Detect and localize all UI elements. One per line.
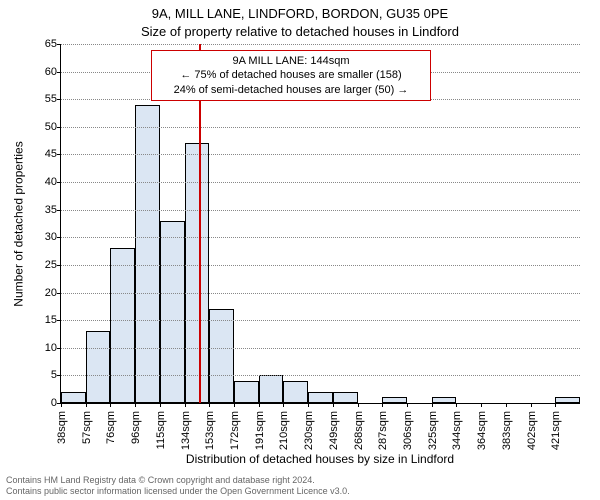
histogram-bar — [61, 392, 86, 403]
y-tick-label: 65 — [31, 38, 57, 50]
chart-title-address: 9A, MILL LANE, LINDFORD, BORDON, GU35 0P… — [0, 6, 600, 21]
x-tick-mark — [456, 403, 457, 407]
x-tick-label: 344sqm — [451, 411, 463, 450]
x-tick-label: 364sqm — [476, 411, 488, 450]
y-axis-label-text: Number of detached properties — [12, 141, 26, 306]
x-tick-label: 76sqm — [105, 411, 117, 444]
gridline — [61, 210, 580, 211]
gridline — [61, 44, 580, 45]
y-tick-label: 35 — [31, 204, 57, 216]
attribution-line1: Contains HM Land Registry data © Crown c… — [6, 475, 594, 487]
x-tick-label: 172sqm — [229, 411, 241, 450]
gridline — [61, 348, 580, 349]
histogram-bar — [555, 397, 580, 403]
info-box-line: 24% of semi-detached houses are larger (… — [158, 83, 424, 97]
x-tick-label: 249sqm — [328, 411, 340, 450]
x-tick-mark — [555, 403, 556, 407]
y-axis-label: Number of detached properties — [12, 44, 26, 404]
y-tick-label: 55 — [31, 93, 57, 105]
x-tick-mark — [506, 403, 507, 407]
x-tick-label: 57sqm — [81, 411, 93, 444]
histogram-bar — [209, 309, 234, 403]
x-axis-label: Distribution of detached houses by size … — [60, 452, 580, 466]
chart-title-description: Size of property relative to detached ho… — [0, 24, 600, 39]
y-tick-label: 0 — [31, 397, 57, 409]
histogram-bar — [382, 397, 407, 403]
x-tick-mark — [209, 403, 210, 407]
x-tick-mark — [185, 403, 186, 407]
gridline — [61, 237, 580, 238]
plot-area: 0510152025303540455055606538sqm57sqm76sq… — [60, 44, 580, 404]
x-tick-mark — [382, 403, 383, 407]
x-tick-mark — [308, 403, 309, 407]
attribution: Contains HM Land Registry data © Crown c… — [6, 475, 594, 498]
y-tick-label: 10 — [31, 342, 57, 354]
y-tick-label: 45 — [31, 148, 57, 160]
x-tick-label: 96sqm — [130, 411, 142, 444]
x-tick-label: 134sqm — [180, 411, 192, 450]
x-tick-label: 115sqm — [155, 411, 167, 449]
x-tick-mark — [160, 403, 161, 407]
info-box-line: 9A MILL LANE: 144sqm — [158, 54, 424, 68]
x-tick-label: 402sqm — [526, 411, 538, 450]
x-tick-mark — [110, 403, 111, 407]
x-tick-label: 191sqm — [254, 411, 266, 450]
x-tick-mark — [283, 403, 284, 407]
x-tick-mark — [333, 403, 334, 407]
x-tick-label: 421sqm — [550, 411, 562, 450]
x-tick-mark — [86, 403, 87, 407]
histogram-bar — [432, 397, 457, 403]
histogram-bar — [308, 392, 333, 403]
info-box-line: ← 75% of detached houses are smaller (15… — [158, 68, 424, 82]
y-tick-label: 15 — [31, 314, 57, 326]
x-tick-label: 268sqm — [353, 411, 365, 450]
x-tick-label: 38sqm — [56, 411, 68, 444]
gridline — [61, 154, 580, 155]
histogram-bar — [86, 331, 111, 403]
x-tick-label: 210sqm — [278, 411, 290, 450]
x-tick-mark — [259, 403, 260, 407]
gridline — [61, 293, 580, 294]
x-tick-label: 383sqm — [501, 411, 513, 450]
x-tick-label: 230sqm — [303, 411, 315, 450]
histogram-bar — [234, 381, 259, 403]
histogram-bar — [135, 105, 160, 403]
gridline — [61, 320, 580, 321]
y-tick-label: 20 — [31, 287, 57, 299]
x-tick-label: 287sqm — [377, 411, 389, 450]
y-tick-label: 60 — [31, 66, 57, 78]
gridline — [61, 375, 580, 376]
x-tick-mark — [432, 403, 433, 407]
x-tick-mark — [135, 403, 136, 407]
y-tick-label: 40 — [31, 176, 57, 188]
gridline — [61, 265, 580, 266]
attribution-line2: Contains public sector information licen… — [6, 486, 594, 498]
info-box: 9A MILL LANE: 144sqm← 75% of detached ho… — [151, 50, 431, 101]
x-tick-mark — [407, 403, 408, 407]
y-tick-label: 50 — [31, 121, 57, 133]
y-tick-label: 25 — [31, 259, 57, 271]
x-tick-mark — [234, 403, 235, 407]
y-tick-label: 30 — [31, 231, 57, 243]
x-tick-mark — [481, 403, 482, 407]
x-tick-label: 306sqm — [402, 411, 414, 450]
histogram-bar — [283, 381, 308, 403]
histogram-bar — [110, 248, 135, 403]
x-tick-label: 325sqm — [427, 411, 439, 450]
x-tick-mark — [61, 403, 62, 407]
gridline — [61, 182, 580, 183]
x-tick-label: 153sqm — [204, 411, 216, 450]
property-size-histogram: 9A, MILL LANE, LINDFORD, BORDON, GU35 0P… — [0, 0, 600, 500]
gridline — [61, 127, 580, 128]
histogram-bar — [259, 375, 284, 403]
histogram-bar — [333, 392, 358, 403]
x-tick-mark — [531, 403, 532, 407]
x-tick-mark — [358, 403, 359, 407]
y-tick-label: 5 — [31, 369, 57, 381]
